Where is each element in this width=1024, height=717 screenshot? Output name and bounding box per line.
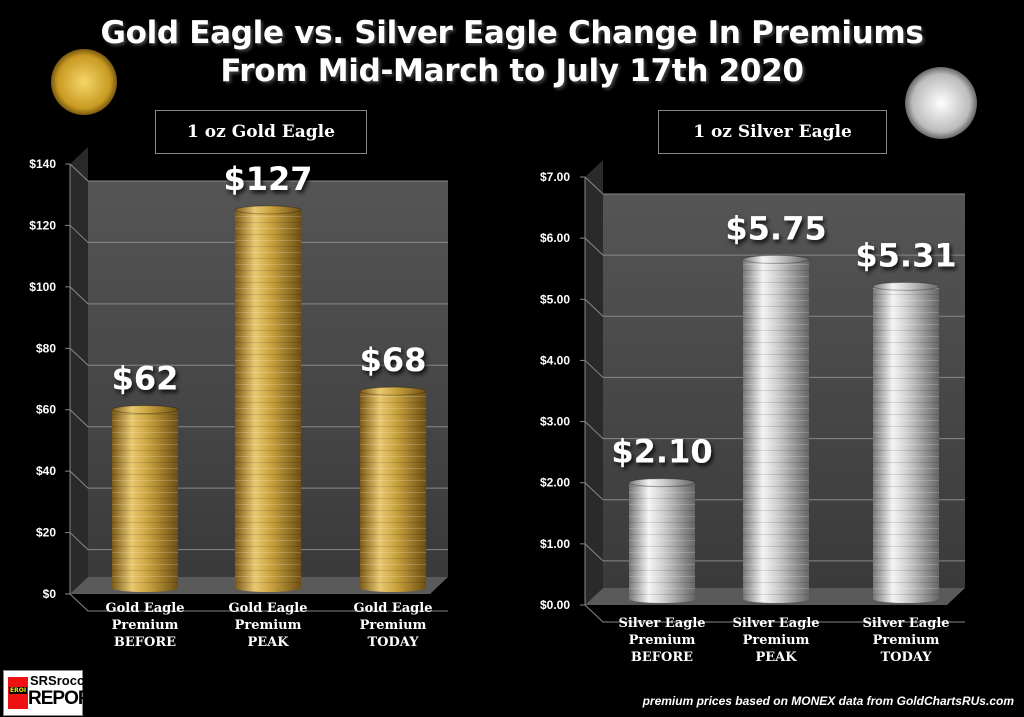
y-tick-label: $3.00	[540, 415, 570, 429]
bar-top	[111, 405, 179, 415]
gridline	[584, 482, 965, 501]
category-label: Silver Eagle	[732, 616, 819, 631]
title-line-2: From Mid-March to July 17th 2020	[220, 53, 804, 89]
y-tick-label: $60	[36, 403, 56, 417]
bar-3	[359, 386, 427, 592]
gridline	[584, 298, 965, 317]
category-label: BEFORE	[631, 650, 693, 665]
y-tick-label: $140	[29, 157, 56, 171]
bar-base	[360, 584, 426, 592]
gold-chart-title: 1 oz Gold Eagle	[187, 122, 335, 142]
y-tick-label: $40	[36, 464, 56, 478]
gridline	[584, 421, 965, 440]
side-wall	[70, 147, 88, 594]
srsrocco-logo: EROI SRSrocco REPORT	[3, 670, 102, 716]
bar-top	[742, 254, 810, 264]
category-label: Premium	[873, 633, 940, 648]
gridline	[69, 225, 448, 243]
title-line-1: Gold Eagle vs. Silver Eagle Change In Pr…	[100, 15, 924, 51]
category-label: TODAY	[881, 650, 933, 665]
y-tick-label: $2.00	[540, 476, 570, 490]
gridline	[69, 593, 448, 612]
category-label: Gold Eagle	[106, 601, 185, 616]
gridline	[69, 470, 448, 489]
gridline	[69, 163, 448, 182]
source-note: premium prices based on MONEX data from …	[642, 694, 1014, 708]
bar-texture	[235, 209, 301, 588]
data-label: $62	[112, 360, 179, 398]
gridline	[584, 360, 965, 378]
y-tick-label: $100	[29, 280, 56, 294]
bar-1	[111, 405, 179, 592]
chart-title: Gold Eagle vs. Silver Eagle Change In Pr…	[0, 14, 1024, 90]
data-label: $5.31	[855, 236, 956, 274]
bar-base	[743, 595, 809, 603]
bar-base	[873, 595, 939, 603]
category-label: Premium	[235, 618, 302, 633]
gridline	[584, 604, 965, 623]
bar-base	[112, 584, 178, 592]
gold-chart: $0 $20 $40 $60 $80 $100 $120 $140 $62 Gold Eagle P…	[29, 147, 448, 650]
gridline	[69, 347, 448, 366]
y-tick-label: $0.00	[540, 598, 570, 612]
category-label: BEFORE	[114, 635, 176, 650]
y-tick-label: $80	[36, 341, 56, 355]
category-label: Premium	[743, 633, 810, 648]
silver-chart-title: 1 oz Silver Eagle	[693, 122, 852, 142]
y-tick-label: $0	[43, 587, 57, 601]
bar-texture	[112, 409, 178, 588]
y-tick-label: $5.00	[540, 292, 570, 306]
category-label: Premium	[629, 633, 696, 648]
gridline	[69, 409, 448, 428]
y-tick-label: $1.00	[540, 537, 570, 551]
gridline	[69, 532, 448, 551]
y-tick-label: $7.00	[540, 170, 570, 184]
bar-2	[742, 254, 810, 603]
category-label: Gold Eagle	[354, 601, 433, 616]
bar-top	[628, 478, 696, 488]
gridline	[584, 543, 965, 562]
bar-top	[234, 205, 302, 215]
category-label: TODAY	[368, 635, 420, 650]
gold-eagle-coin-icon	[51, 49, 117, 115]
category-label: Premium	[360, 618, 427, 633]
gridline	[584, 176, 965, 195]
category-label: Silver Eagle	[618, 616, 705, 631]
bar-top	[872, 281, 940, 291]
bar-texture	[629, 482, 695, 599]
bar-top	[359, 386, 427, 396]
category-label: Silver Eagle	[862, 616, 949, 631]
y-tick-label: $120	[29, 218, 56, 232]
bar-base	[235, 584, 301, 592]
category-label: PEAK	[755, 650, 797, 665]
bar-1	[628, 478, 696, 603]
bar-texture	[743, 259, 809, 599]
side-wall	[585, 160, 603, 605]
silver-chart-title-box: 1 oz Silver Eagle	[658, 110, 887, 154]
y-tick-label: $6.00	[540, 231, 570, 245]
bar-texture	[873, 286, 939, 599]
data-label: $5.75	[725, 209, 826, 247]
bar-texture	[360, 391, 426, 588]
gold-chart-title-box: 1 oz Gold Eagle	[155, 110, 367, 154]
data-label: $127	[223, 160, 312, 198]
silver-chart: $0.00 $1.00 $2.00 $3.00 $4.00 $5.00 $6.00 $7.00…	[540, 160, 965, 665]
category-label: Premium	[112, 618, 179, 633]
gridline	[69, 286, 448, 305]
gridline	[584, 237, 965, 256]
category-label: PEAK	[247, 635, 289, 650]
data-label: $68	[360, 341, 427, 379]
silver-eagle-coin-icon	[905, 67, 977, 139]
y-tick-label: $4.00	[540, 353, 570, 367]
y-tick-label: $20	[36, 526, 56, 540]
bar-3	[872, 281, 940, 603]
bar-2	[234, 205, 302, 592]
bar-base	[629, 595, 695, 603]
data-label: $2.10	[611, 433, 712, 471]
category-label: Gold Eagle	[229, 601, 308, 616]
